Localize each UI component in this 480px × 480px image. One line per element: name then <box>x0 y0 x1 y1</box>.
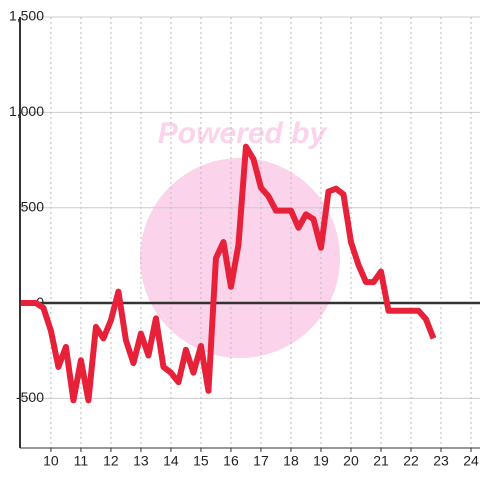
y-tick-label: 500 <box>21 198 45 214</box>
y-tick-label: 1,000 <box>9 103 44 119</box>
x-tick-label: 12 <box>103 453 119 469</box>
x-tick-label: 14 <box>163 453 179 469</box>
x-tick-label: 18 <box>283 453 299 469</box>
y-tick-label: 0 <box>36 294 44 310</box>
x-tick-label: 19 <box>313 453 329 469</box>
x-tick-label: 15 <box>193 453 209 469</box>
x-tick-label: 20 <box>343 453 359 469</box>
x-tick-label: 24 <box>463 453 479 469</box>
x-tick-label: 11 <box>74 453 89 469</box>
x-tick-label: 22 <box>403 453 419 469</box>
x-tick-label: 23 <box>433 453 449 469</box>
line <box>20 143 437 404</box>
watermark: Powered by <box>158 117 328 150</box>
x-tick-label: 21 <box>373 453 389 469</box>
y-tick-label: -500 <box>16 389 44 405</box>
y-tick-label: 1,500 <box>9 8 44 24</box>
x-tick-label: 10 <box>43 453 59 469</box>
x-tick-label: 13 <box>133 453 149 469</box>
x-tick-label: 16 <box>223 453 239 469</box>
x-tick-label: 17 <box>253 453 269 469</box>
